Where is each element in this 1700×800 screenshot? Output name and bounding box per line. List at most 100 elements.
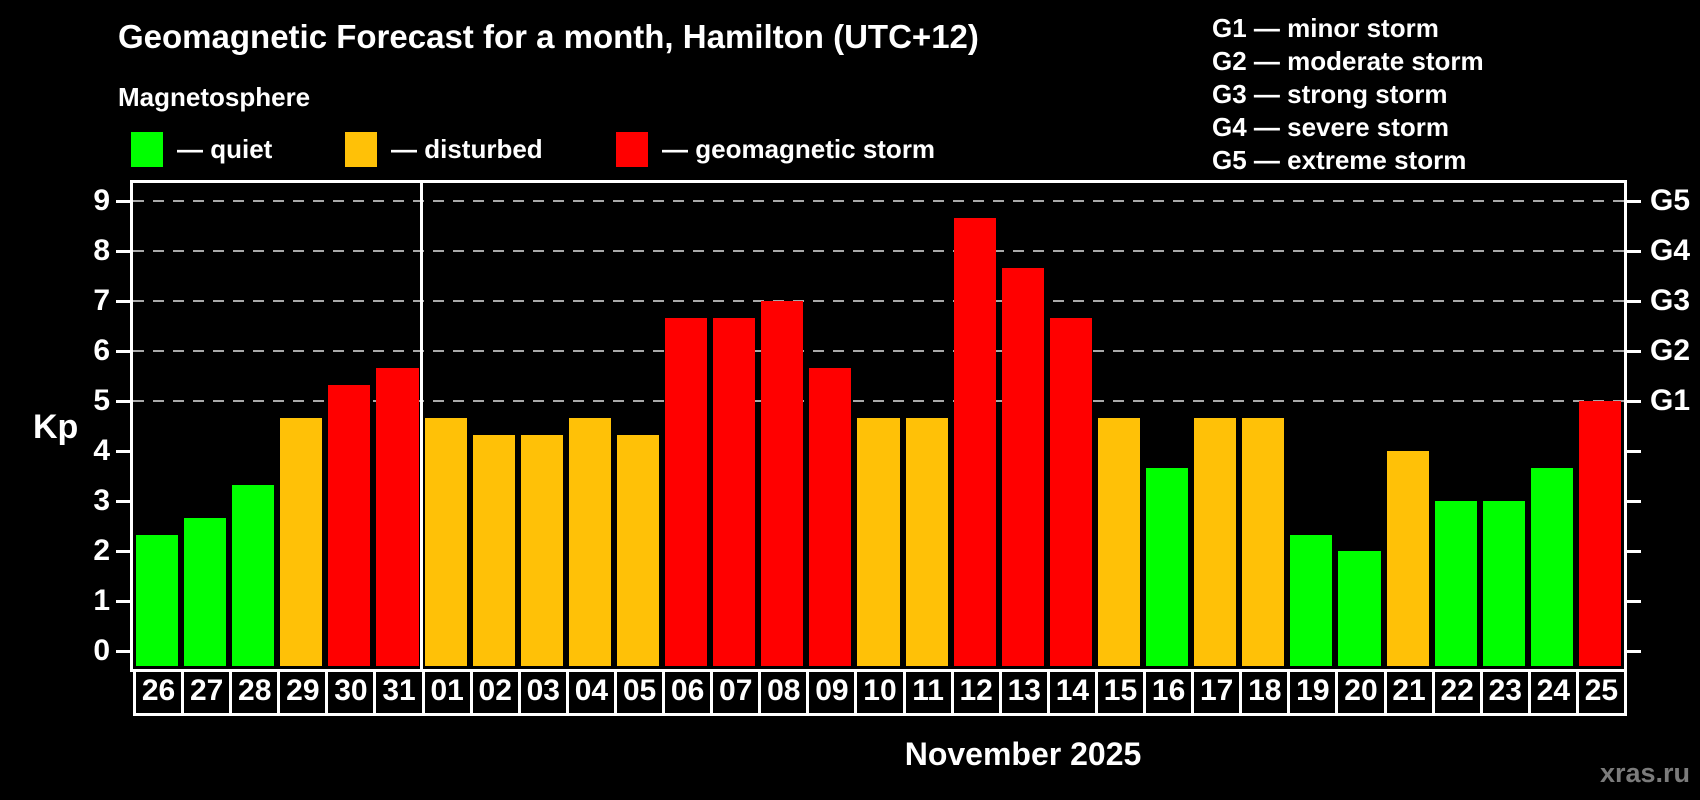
day-label-05: 05 [613,669,663,716]
gridline-kp6 [133,350,1624,352]
day-label-01: 01 [421,669,470,716]
legend-label: — quiet [177,134,273,164]
y-tick-left-7 [116,299,133,303]
g5-legend-line: G5 — extreme storm [1212,145,1467,175]
y-tick-label-9: 9 [93,184,110,217]
bar-day-18 [1242,417,1285,666]
y-tick-right-4 [1624,449,1641,453]
bar-day-24 [1530,467,1573,666]
day-label-18: 18 [1239,669,1288,716]
gridline-kp9 [133,200,1624,202]
bar-day-01 [424,417,467,666]
day-label-26: 26 [133,669,182,716]
magnetosphere-label: Magnetosphere [118,82,311,112]
day-label-20: 20 [1335,669,1384,716]
day-label-04: 04 [565,669,614,716]
y-tick-right-8 [1624,249,1641,253]
y-tick-label-5: 5 [93,384,110,417]
day-label-23: 23 [1479,669,1528,716]
y-tick-label-3: 3 [93,484,110,517]
month-label: November 2025 [904,736,1142,772]
day-label-08: 08 [758,669,807,716]
bar-day-31 [376,367,419,666]
bar-day-30 [328,384,371,666]
g-axis-label-G2: G2 [1650,334,1691,367]
bar-day-02 [472,434,515,666]
bar-day-23 [1482,501,1525,666]
bar-day-12 [953,217,996,666]
day-label-11: 11 [902,669,951,716]
y-tick-right-1 [1624,599,1641,603]
bar-day-25 [1578,401,1621,666]
disturbed-color-swatch [345,132,377,167]
bar-day-03 [520,434,563,666]
y-tick-left-8 [116,249,133,253]
bar-day-15 [1097,417,1141,666]
day-label-02: 02 [469,669,518,716]
g2-legend-line: G2 — moderate storm [1212,46,1484,76]
bar-day-11 [905,417,948,666]
legend-item-quiet: — quiet [131,132,272,167]
day-label-21: 21 [1383,669,1432,716]
y-tick-right-9 [1624,199,1641,203]
day-label-22: 22 [1431,669,1480,716]
y-tick-left-6 [116,349,133,353]
bar-day-07 [713,317,756,666]
bar-day-14 [1049,317,1092,666]
day-label-19: 19 [1287,669,1336,716]
page-title: Geomagnetic Forecast for a month, Hamilt… [118,18,979,55]
g-scale-legend: G1 — minor storm G2 — moderate storm G3 … [1212,12,1484,177]
y-tick-label-1: 1 [93,584,110,617]
gridline-kp8 [133,250,1624,252]
legend-label: — disturbed [391,134,543,164]
gridline-kp5 [133,400,1624,402]
day-label-15: 15 [1094,669,1144,716]
y-axis-title: Kp [33,408,79,446]
y-tick-left-2 [116,549,133,553]
bar-day-21 [1386,451,1429,666]
bar-day-28 [232,484,275,666]
day-label-07: 07 [710,669,759,716]
y-tick-label-4: 4 [93,434,110,467]
g1-legend-line: G1 — minor storm [1212,13,1439,43]
day-label-10: 10 [854,669,903,716]
y-tick-label-6: 6 [93,334,110,367]
y-tick-right-7 [1624,299,1641,303]
y-tick-left-3 [116,499,133,503]
bar-day-16 [1146,467,1189,666]
day-label-27: 27 [181,669,230,716]
y-tick-left-5 [116,399,133,403]
y-tick-label-2: 2 [93,534,110,567]
y-tick-right-5 [1624,399,1641,403]
y-tick-label-0: 0 [93,634,110,667]
day-label-30: 30 [325,669,374,716]
bar-day-04 [568,417,611,666]
storm-color-swatch [616,132,648,167]
gridline-kp7 [133,300,1624,302]
legend-label: — geomagnetic storm [662,134,936,164]
day-label-17: 17 [1191,669,1240,716]
day-label-03: 03 [517,669,566,716]
bar-day-13 [1001,267,1044,666]
bar-day-17 [1194,417,1237,666]
bar-day-29 [280,417,323,666]
g-axis-label-G1: G1 [1650,384,1691,417]
day-label-13: 13 [998,669,1047,716]
day-label-06: 06 [662,669,711,716]
legend-item-storm: — geomagnetic storm [616,132,935,167]
bar-day-08 [761,301,804,666]
bar-day-27 [184,517,227,666]
bar-day-20 [1338,551,1381,666]
g3-legend-line: G3 — strong storm [1212,79,1448,109]
y-tick-left-0 [116,649,133,653]
y-tick-right-3 [1624,499,1641,503]
y-tick-right-6 [1624,349,1641,353]
day-label-28: 28 [229,669,278,716]
bar-day-09 [809,367,852,666]
day-label-12: 12 [950,669,999,716]
y-tick-left-1 [116,599,133,603]
y-tick-left-4 [116,449,133,453]
day-label-31: 31 [373,669,422,716]
day-label-29: 29 [277,669,326,716]
